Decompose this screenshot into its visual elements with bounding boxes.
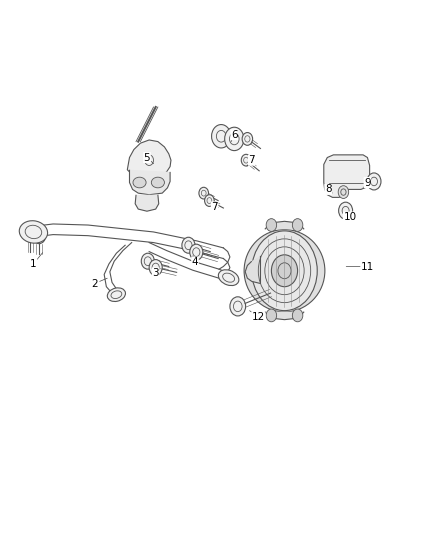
Circle shape bbox=[199, 187, 208, 199]
Circle shape bbox=[292, 309, 303, 322]
Text: 4: 4 bbox=[192, 257, 198, 267]
Text: 9: 9 bbox=[364, 177, 371, 188]
Circle shape bbox=[252, 231, 317, 311]
Polygon shape bbox=[265, 221, 304, 229]
Text: 3: 3 bbox=[152, 268, 159, 278]
Polygon shape bbox=[135, 195, 159, 211]
Text: 8: 8 bbox=[325, 184, 332, 195]
Circle shape bbox=[24, 225, 37, 241]
Text: 5: 5 bbox=[144, 152, 150, 163]
Text: 7: 7 bbox=[211, 202, 218, 212]
Circle shape bbox=[230, 297, 246, 316]
Circle shape bbox=[32, 228, 46, 244]
Polygon shape bbox=[324, 155, 370, 197]
Circle shape bbox=[182, 237, 195, 253]
Ellipse shape bbox=[244, 230, 325, 312]
Text: 10: 10 bbox=[343, 212, 357, 222]
Circle shape bbox=[272, 255, 297, 287]
Circle shape bbox=[266, 219, 277, 231]
Circle shape bbox=[242, 133, 253, 146]
Circle shape bbox=[367, 173, 381, 190]
Ellipse shape bbox=[107, 288, 125, 302]
Polygon shape bbox=[130, 169, 170, 195]
Circle shape bbox=[292, 219, 303, 231]
Circle shape bbox=[205, 195, 214, 206]
Text: 7: 7 bbox=[248, 155, 255, 165]
Text: 6: 6 bbox=[231, 130, 237, 140]
Ellipse shape bbox=[133, 177, 146, 188]
Circle shape bbox=[339, 202, 353, 219]
Polygon shape bbox=[265, 312, 304, 320]
Circle shape bbox=[212, 125, 231, 148]
Circle shape bbox=[266, 309, 277, 322]
Ellipse shape bbox=[19, 221, 48, 243]
Circle shape bbox=[190, 244, 203, 260]
Text: 12: 12 bbox=[252, 312, 265, 322]
Ellipse shape bbox=[151, 177, 164, 188]
Text: 1: 1 bbox=[30, 259, 37, 269]
Circle shape bbox=[149, 260, 162, 276]
Text: 11: 11 bbox=[361, 262, 374, 271]
Polygon shape bbox=[245, 256, 261, 284]
Ellipse shape bbox=[219, 270, 239, 286]
Circle shape bbox=[225, 127, 244, 151]
Text: 2: 2 bbox=[91, 279, 98, 288]
Circle shape bbox=[141, 253, 154, 269]
Polygon shape bbox=[127, 140, 171, 177]
Circle shape bbox=[241, 155, 251, 166]
Circle shape bbox=[338, 185, 349, 198]
